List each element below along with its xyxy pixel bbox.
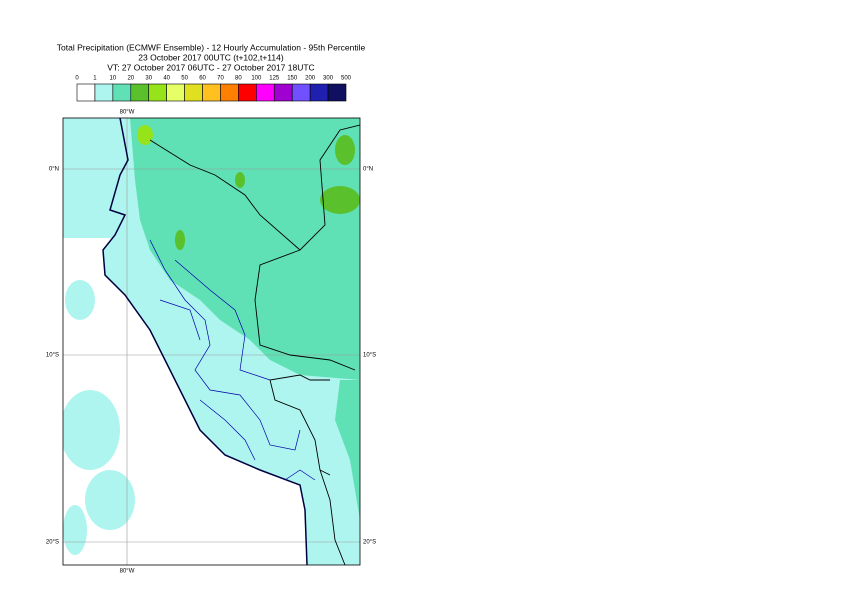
legend-swatch [76,83,96,102]
region-border [149,239,316,481]
legend-label: 1 [93,76,97,82]
legend-label: 40 [163,76,170,82]
lon-label: 80°W [120,110,135,116]
legend-swatch [166,83,185,102]
legend-label: 80 [235,76,242,82]
coastline [102,118,308,565]
legend-swatch [112,83,132,102]
lat-label: 0°N [49,167,59,173]
precip-patch [137,125,360,250]
title-line: VT: 27 October 2017 06UTC - 27 October 2… [107,62,314,72]
lat-label: 0°N [363,167,373,173]
legend-label: 60 [199,76,206,82]
precip-region [335,380,360,520]
legend-label: 70 [217,76,224,82]
legend-label: 125 [269,76,280,82]
legend-swatch [238,83,257,102]
title-line: 23 October 2017 00UTC (t+102,t+114) [138,52,284,62]
legend-label: 100 [251,76,262,82]
legend-swatch [309,83,329,102]
map-area [63,118,360,565]
lat-label: 10°S [363,353,376,359]
lat-label: 20°S [363,540,376,546]
legend-label: 300 [323,76,334,82]
legend-label: 30 [145,76,152,82]
legend-label: 50 [181,76,188,82]
lat-label: 10°S [46,353,59,359]
country-border [149,124,360,565]
legend-swatch [220,83,239,102]
title-line: Total Precipitation (ECMWF Ensemble) - 1… [57,42,366,52]
legend-label: 150 [287,76,298,82]
legend-swatch [94,83,114,102]
legend-label: 20 [127,76,134,82]
legend-label: 500 [341,76,352,82]
legend-label: 10 [110,76,117,82]
legend-swatch [148,83,167,102]
legend-swatch [327,83,347,102]
legend-label: 200 [305,76,316,82]
legend-label: 0 [75,76,79,82]
precip-region [130,118,360,380]
legend-swatch [202,83,221,102]
legend-swatch [256,83,275,102]
map-frame [62,117,361,566]
legend-swatch [291,83,311,102]
legend-swatch [130,83,150,102]
lat-label: 20°S [46,540,59,546]
legend: 0 1 10 20 30 40 50 60 70 80 100 125 150 200 300 500 [75,76,352,102]
lon-label: 80°W [120,569,135,575]
legend-swatch [184,83,203,102]
legend-swatch [273,83,293,102]
